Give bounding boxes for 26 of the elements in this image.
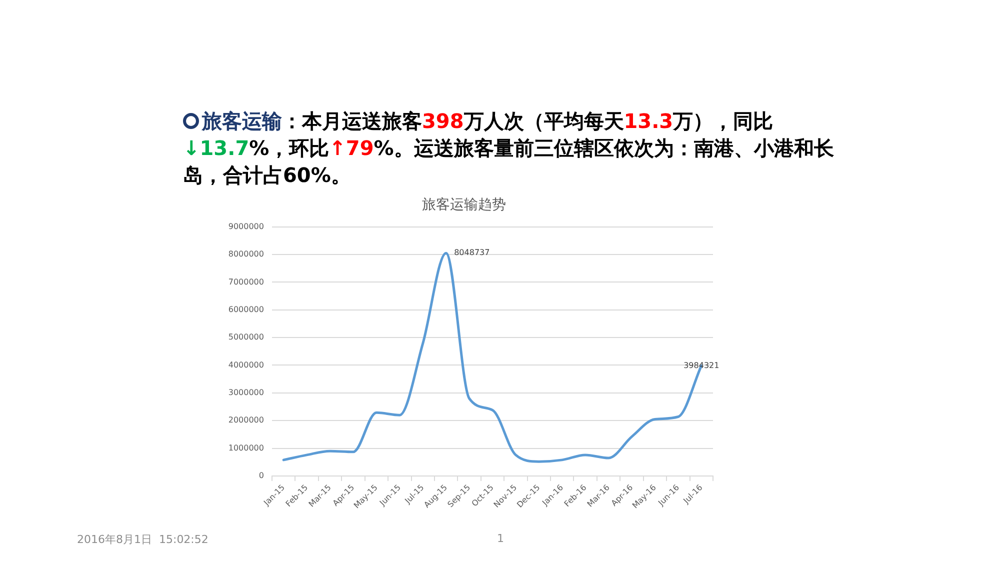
text: ：本月运送旅客: [282, 109, 422, 133]
y-tick-label: 6000000: [228, 304, 264, 314]
text: 岛，合计占60%。: [183, 163, 351, 187]
y-tick-label: 3000000: [228, 388, 264, 398]
text: 旅客运输: [202, 109, 282, 133]
chart-title: 旅客运输趋势: [422, 197, 506, 214]
data-label: 3984321: [684, 360, 720, 370]
y-tick-label: 4000000: [228, 360, 264, 370]
text: %，环比: [249, 136, 330, 160]
y-tick-label: 1000000: [228, 443, 264, 452]
y-tick-label: 8000000: [228, 250, 264, 259]
text: 2016年8月1日 15:02:52: [77, 532, 208, 547]
text: 398: [422, 109, 464, 133]
text: 13.3: [624, 109, 674, 133]
y-tick-label: 9000000: [228, 222, 264, 231]
y-tick-label: 2000000: [228, 416, 264, 425]
data-label: 8048737: [454, 248, 490, 258]
y-tick-label: 0: [258, 471, 264, 480]
text: 万人次（平均每天: [464, 109, 624, 133]
text: ↓13.7: [183, 136, 250, 160]
y-tick-label: 7000000: [228, 277, 264, 286]
text: %。运送旅客量前三位辖区依次为：南港、小港和长: [374, 136, 834, 160]
text: 万），同比: [673, 109, 774, 133]
text: ↑79: [329, 136, 374, 160]
text: 1: [497, 532, 504, 545]
y-tick-label: 5000000: [228, 332, 264, 342]
